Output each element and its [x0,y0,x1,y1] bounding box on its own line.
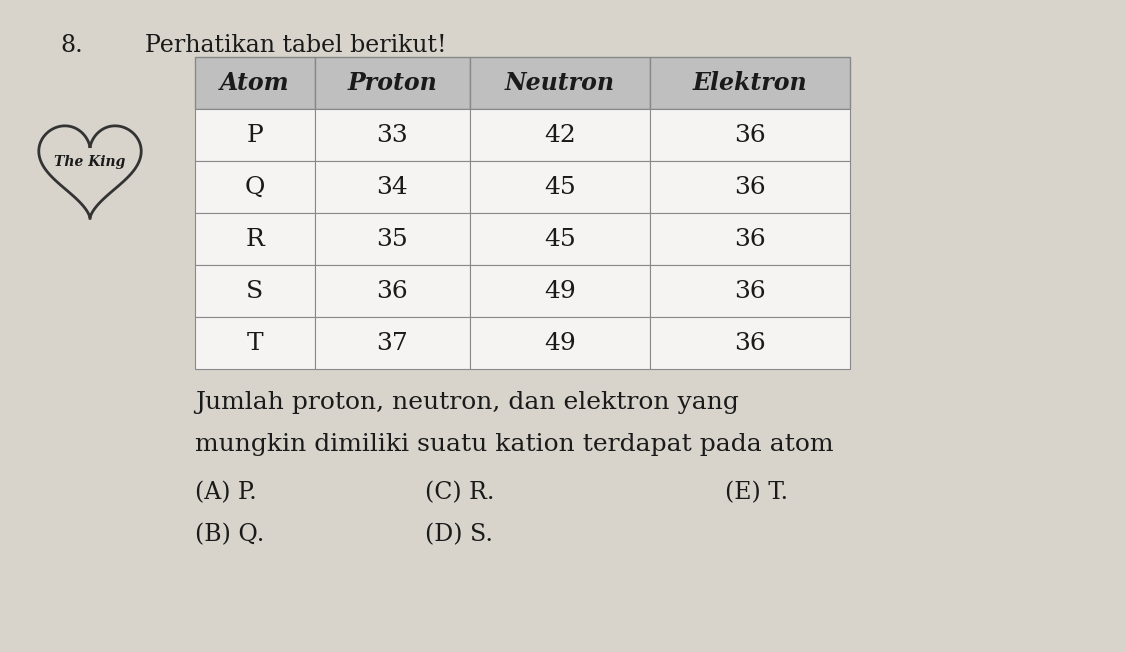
Text: (E) T.: (E) T. [725,481,788,504]
Bar [470,161,650,213]
Bar [195,213,315,265]
Text: Atom: Atom [221,71,289,95]
Text: 35: 35 [376,228,409,250]
Text: (B) Q.: (B) Q. [195,523,265,546]
Bar [650,213,850,265]
Bar [470,57,650,109]
Bar [195,265,315,317]
Bar [315,265,470,317]
Text: 36: 36 [734,331,766,355]
Bar [650,109,850,161]
Text: 34: 34 [376,175,409,198]
Bar [195,109,315,161]
Text: 42: 42 [544,123,575,147]
Text: Elektron: Elektron [692,71,807,95]
Bar [315,213,470,265]
Bar [650,57,850,109]
Bar [195,57,315,109]
Text: Neutron: Neutron [504,71,615,95]
Bar [470,265,650,317]
Text: Perhatikan tabel berikut!: Perhatikan tabel berikut! [145,34,447,57]
Text: Q: Q [244,175,266,198]
Bar [470,213,650,265]
Bar [195,317,315,369]
Text: 36: 36 [734,228,766,250]
Bar [650,265,850,317]
Text: The King: The King [54,155,126,169]
Text: (D) S.: (D) S. [425,523,493,546]
Bar [315,57,470,109]
Text: 45: 45 [544,175,575,198]
Text: (A) P.: (A) P. [195,481,257,504]
Text: 45: 45 [544,228,575,250]
Text: 49: 49 [544,280,575,303]
Text: 36: 36 [734,280,766,303]
Bar [650,317,850,369]
Text: 36: 36 [376,280,409,303]
Text: P: P [247,123,263,147]
Text: 49: 49 [544,331,575,355]
Text: 8.: 8. [60,34,82,57]
Bar [315,109,470,161]
Bar [470,317,650,369]
Text: R: R [245,228,265,250]
Text: Jumlah proton, neutron, dan elektron yang: Jumlah proton, neutron, dan elektron yan… [195,391,739,414]
Bar [315,317,470,369]
Text: 33: 33 [376,123,409,147]
Bar [195,161,315,213]
Text: T: T [247,331,263,355]
Bar [470,109,650,161]
Text: S: S [247,280,263,303]
Bar [650,161,850,213]
Text: 36: 36 [734,175,766,198]
Text: 36: 36 [734,123,766,147]
Text: (C) R.: (C) R. [425,481,494,504]
Text: 37: 37 [376,331,409,355]
Text: Proton: Proton [348,71,437,95]
Bar [315,161,470,213]
Text: mungkin dimiliki suatu kation terdapat pada atom: mungkin dimiliki suatu kation terdapat p… [195,433,833,456]
